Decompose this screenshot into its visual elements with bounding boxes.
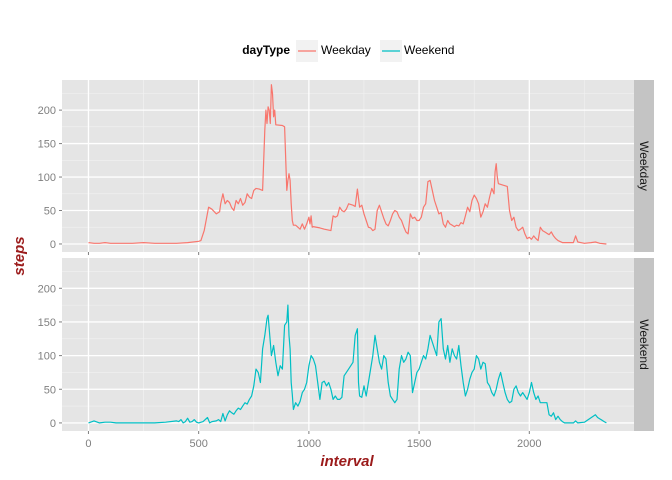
y-tick-label: 0 xyxy=(50,239,56,251)
legend-title: dayType xyxy=(242,43,290,57)
panel-background xyxy=(62,258,634,431)
y-tick-label: 50 xyxy=(44,384,56,396)
facet-strip xyxy=(634,258,654,431)
legend-label-weekend: Weekend xyxy=(404,43,454,57)
y-tick-label: 150 xyxy=(38,139,56,151)
y-axis-label: steps xyxy=(11,236,28,275)
y-tick-label: 150 xyxy=(38,317,56,329)
series-line-weekday xyxy=(88,84,607,245)
panel-weekday: 0 50 100 150 200 Weekday xyxy=(38,80,654,255)
series-line-weekend xyxy=(88,304,607,424)
x-tick-label: 1000 xyxy=(297,438,321,450)
facet-strip-label: Weekend xyxy=(637,319,651,369)
y-tick-label: 100 xyxy=(38,351,56,363)
x-tick-label: 2000 xyxy=(517,438,541,450)
y-tick-label: 200 xyxy=(38,105,56,117)
x-tick-label: 1500 xyxy=(407,438,431,450)
facet-strip-label: Weekday xyxy=(637,141,651,191)
legend: dayType Weekday Weekend xyxy=(242,40,454,62)
x-axis-label: interval xyxy=(320,453,374,470)
y-tick-label: 200 xyxy=(38,283,56,295)
y-tick-label: 50 xyxy=(44,206,56,218)
facet-strip xyxy=(634,80,654,252)
y-tick-label: 0 xyxy=(50,418,56,430)
x-tick-label: 500 xyxy=(189,438,207,450)
panel-weekend: 0 50 100 150 200 Weekend xyxy=(38,258,654,434)
y-tick-label: 100 xyxy=(38,172,56,184)
x-tick-label: 0 xyxy=(85,438,91,450)
legend-label-weekday: Weekday xyxy=(321,43,371,57)
panel-background xyxy=(62,80,634,252)
